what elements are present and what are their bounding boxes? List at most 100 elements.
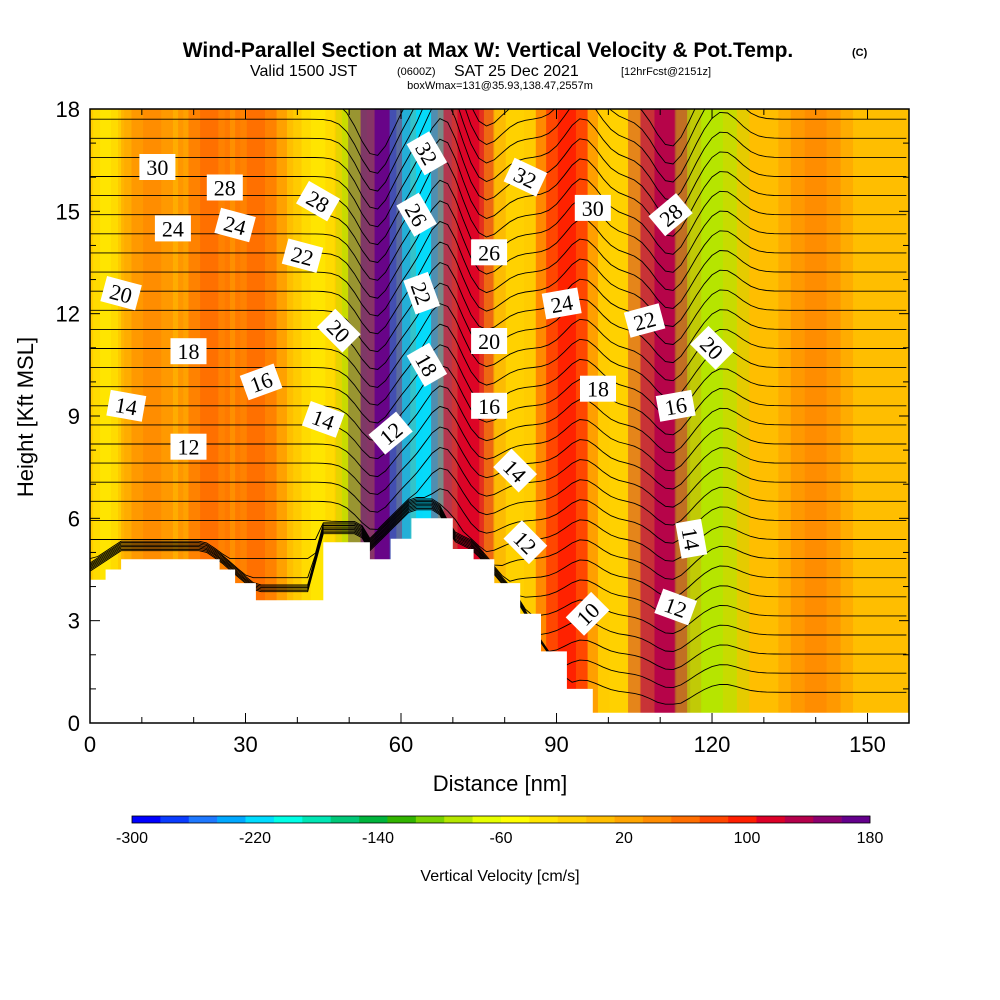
contour-label-box (503, 520, 548, 565)
colorbar-tick-label: -60 (489, 830, 512, 847)
colorbar-tick-label: 180 (857, 830, 884, 847)
y-tick-label: 3 (68, 609, 80, 634)
contour-label-box (580, 375, 616, 402)
colorbar-swatch-1 (160, 816, 190, 823)
y-tick-label: 9 (68, 404, 80, 429)
isentrope-9 (90, 488, 907, 544)
isentrope-28 (90, 109, 907, 210)
contour-label-box (396, 192, 437, 237)
isentrope-3 (90, 505, 907, 652)
contour-label-text: 24 (549, 290, 575, 318)
colorbar-tick-label: -220 (239, 830, 271, 847)
isentrope-4 (90, 503, 907, 634)
isentrope-2 (90, 506, 907, 671)
contour-label-box (471, 239, 508, 266)
contour-label-box (154, 215, 191, 242)
contour-label-box (106, 389, 147, 422)
contour-label-box (214, 207, 256, 243)
contour-label-box (503, 157, 548, 197)
contour-label-box (493, 448, 538, 493)
isentrope-17 (90, 323, 907, 406)
contour-label-1: 28 (206, 174, 243, 201)
velocity-band-core-5 (348, 109, 360, 723)
colorbar-swatch-8 (359, 816, 388, 823)
colorbar (131, 815, 871, 824)
contour-label-15: 20 (100, 275, 142, 311)
contour-label-box (541, 287, 582, 320)
colorbar-swatch-14 (529, 816, 559, 823)
subtitle-forecast: [12hrFcst@2151z] (621, 66, 711, 78)
isentrope-11 (90, 447, 907, 513)
isentrope-12 (90, 426, 907, 495)
contour-label-box (301, 401, 345, 438)
y-tick-label: 18 (56, 97, 80, 122)
colorbar-swatch-20 (699, 816, 729, 823)
contour-label-box (296, 180, 341, 222)
contour-label-box (471, 328, 508, 354)
contour-label-32: 12 (654, 588, 698, 626)
contour-label-7: 24 (154, 215, 191, 242)
colorbar-swatch-25 (841, 816, 871, 823)
isentrope-21 (90, 241, 907, 335)
contour-label-text: 30 (582, 196, 604, 221)
subtitle-utc: (0600Z) (397, 66, 436, 78)
isentrope-6 (90, 501, 907, 598)
contour-label-box (623, 303, 666, 338)
contour-label-box (239, 363, 283, 401)
isentrope-5 (90, 502, 907, 616)
colorbar-swatch-0 (132, 816, 161, 823)
velocity-band-core-3 (246, 109, 265, 723)
contour-label-28: 14 (675, 518, 708, 559)
colorbar-swatch-4 (245, 816, 275, 823)
contour-label-box (655, 389, 696, 422)
isentrope-0 (90, 509, 907, 705)
colorbar-tick-label: 20 (615, 830, 633, 847)
colorbar-swatch-18 (642, 816, 672, 823)
contour-label-text: 30 (146, 155, 168, 180)
isentrope-30 (90, 109, 907, 174)
x-tick-label: 120 (694, 732, 731, 757)
colorbar-tick-label: 100 (734, 830, 761, 847)
colorbar-tick-label: -140 (362, 830, 394, 847)
colorbar-swatch-7 (330, 816, 360, 823)
contour-label-box (648, 193, 693, 237)
colorbar-swatch-24 (813, 816, 842, 823)
contour-label-box (406, 131, 448, 176)
subtitle-date: SAT 25 Dec 2021 (454, 63, 579, 80)
x-tick-label: 150 (849, 732, 886, 757)
contour-label-text: 14 (677, 526, 705, 552)
colorbar-swatch-9 (387, 816, 417, 823)
contour-label-10: 26 (471, 239, 508, 266)
isentrope-10 (90, 467, 907, 530)
contour-label-box (139, 154, 176, 180)
contour-label-19: 18 (170, 338, 207, 365)
isentrope-13 (90, 405, 907, 478)
contour-label-25: 14 (106, 389, 147, 422)
isentrope-1 (90, 507, 907, 689)
contour-label-box (100, 275, 142, 311)
colorbar-frame (131, 815, 871, 824)
contour-label-text: 16 (478, 394, 500, 419)
isentrope-31 (342, 109, 696, 156)
velocity-band-core-14 (804, 109, 827, 723)
contour-label-box (368, 411, 413, 455)
velocity-band-core-10 (557, 109, 576, 723)
colorbar-swatch-19 (671, 816, 700, 823)
contour-label-5: 30 (574, 194, 611, 221)
isentrope-23 (90, 200, 907, 299)
y-tick-label: 12 (56, 302, 80, 327)
isentrope-20 (90, 261, 907, 353)
velocity-band-core-13 (701, 109, 723, 723)
colorbar-label: Vertical Velocity [cm/s] (420, 868, 579, 885)
x-axis-label: Distance [nm] (433, 771, 568, 796)
contour-label-text: 18 (587, 377, 609, 402)
x-tick-label: 0 (84, 732, 96, 757)
contour-label-text: 16 (663, 392, 689, 420)
x-tick-label: 90 (544, 732, 568, 757)
contour-label-8: 24 (214, 207, 256, 243)
colorbar-swatch-10 (415, 816, 445, 823)
contour-label-box (170, 338, 207, 365)
y-tick-label: 15 (56, 199, 80, 224)
subtitle-valid: Valid 1500 JST (250, 63, 358, 80)
